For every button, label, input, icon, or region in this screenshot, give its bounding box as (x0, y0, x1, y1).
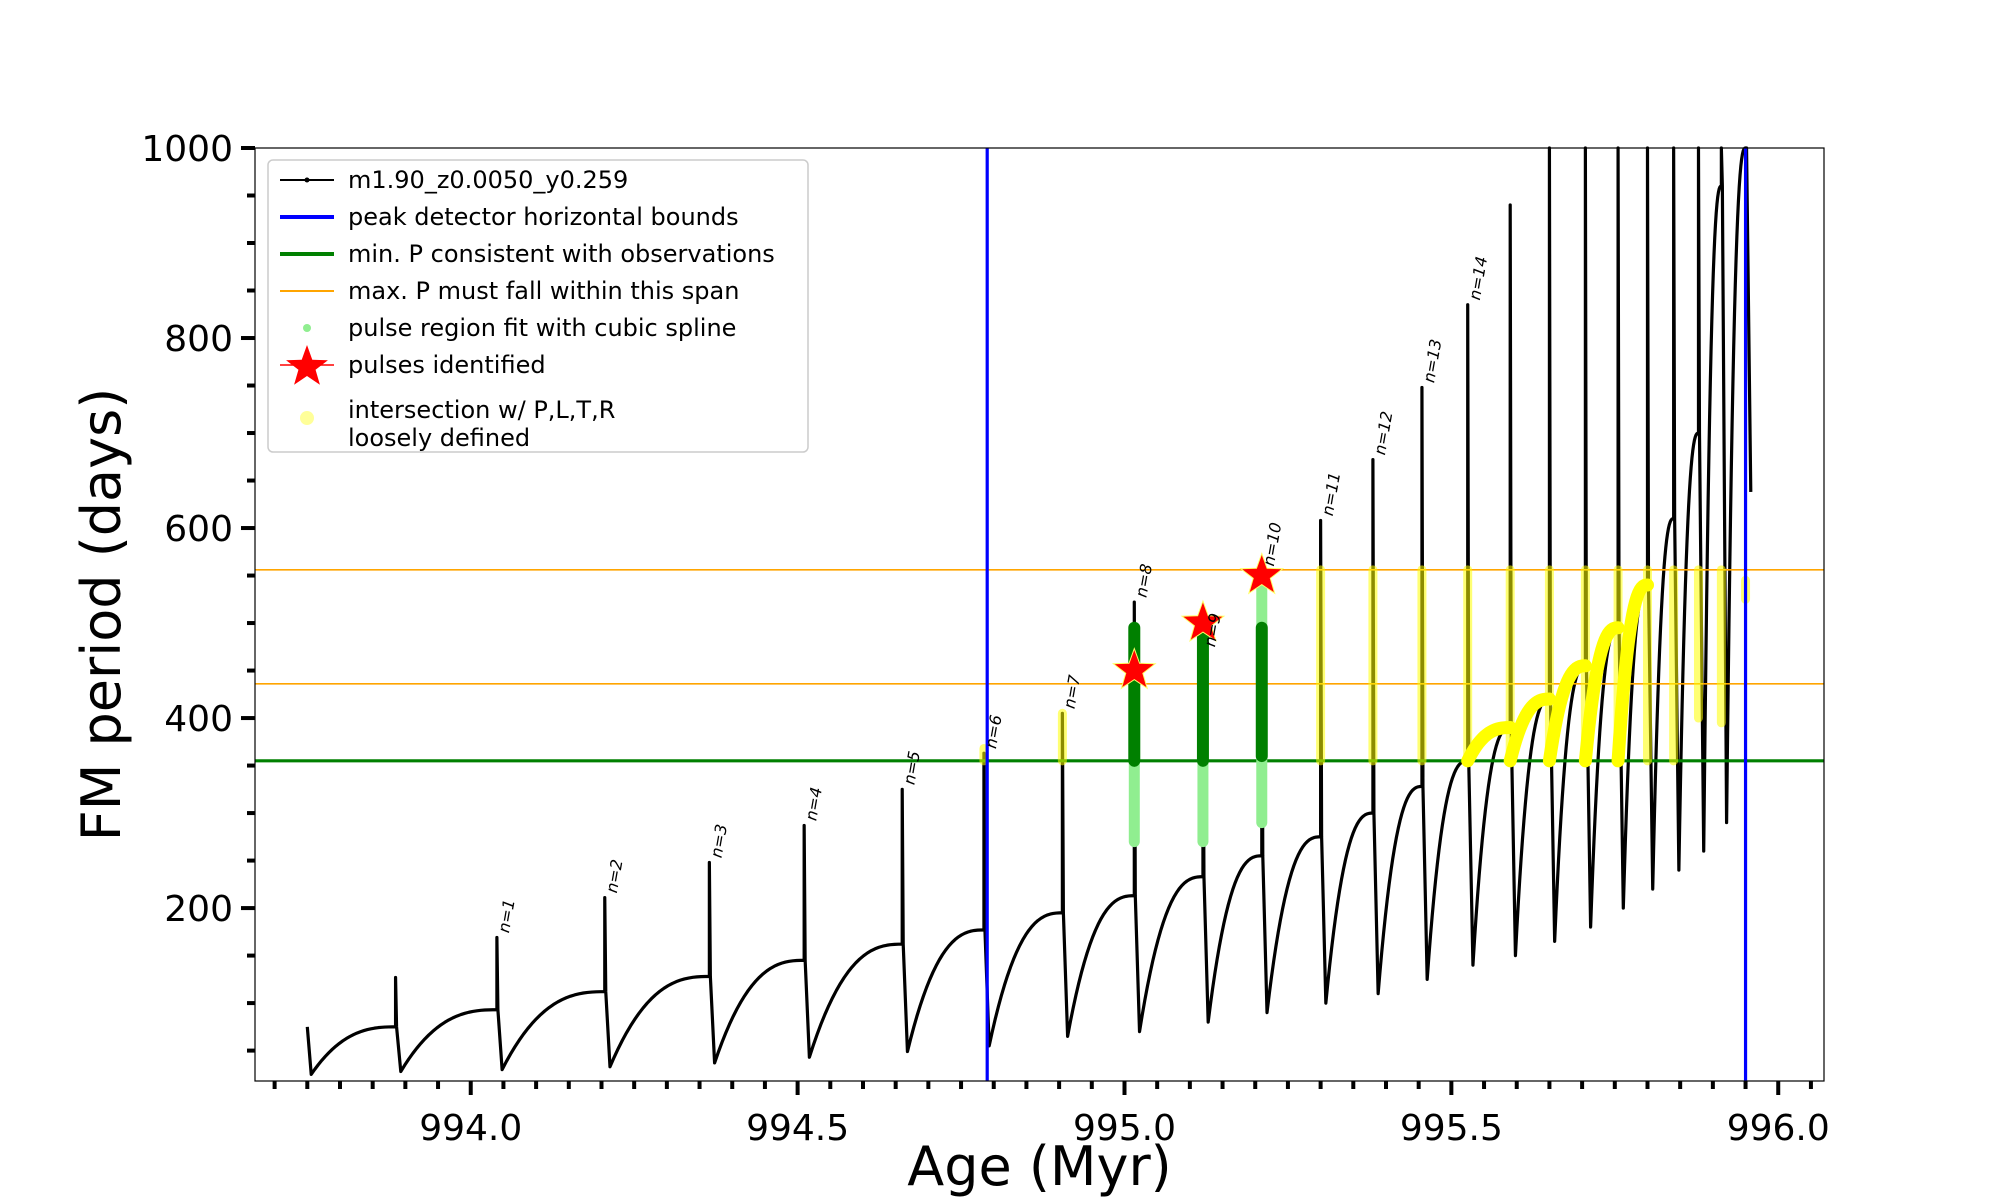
y-axis-title: FM period (days) (70, 388, 133, 842)
legend-handle-dot (303, 324, 311, 332)
pulse-identified-star (1111, 647, 1157, 690)
legend-label: pulse region fit with cubic spline (348, 314, 736, 342)
x-tick-label: 994.0 (419, 1108, 522, 1149)
legend-box (267, 159, 809, 453)
loose-intersection-curve (1503, 692, 1556, 768)
x-tick-label: 994.5 (746, 1108, 849, 1149)
legend-handle-star (286, 345, 328, 385)
legend-handle-circle (300, 411, 314, 425)
x-tick-label: 995.5 (1400, 1108, 1503, 1149)
legend-label: intersection w/ P,L,T,R (348, 396, 615, 424)
legend-handle-dot (304, 177, 310, 183)
loose-intersection-curve (1611, 578, 1654, 768)
y-tick-label: 400 (164, 699, 233, 740)
plot-frame (254, 147, 1825, 1082)
y-tick-label: 200 (164, 889, 233, 930)
loose-intersection-curve (1461, 721, 1517, 768)
axes: 994.0 994.5 995.0 995.5 996.0 200 400 600 800 100… (70, 129, 1830, 1198)
x-tick-label: 995.0 (1073, 1108, 1176, 1149)
legend-label: m1.90_z0.0050_y0.259 (348, 166, 628, 194)
y-tick-label: 800 (164, 319, 233, 360)
loose-intersection-curve (1542, 659, 1592, 768)
pulse-identified-star (1239, 552, 1285, 595)
pulse-identified-star (1180, 599, 1226, 643)
legend-label: max. P must fall within this span (348, 277, 739, 305)
legend-label: peak detector horizontal bounds (348, 203, 739, 231)
legend-label: loosely defined (348, 424, 530, 452)
legend-label: pulses identified (348, 351, 546, 379)
y-tick-label: 600 (164, 509, 233, 550)
x-tick-label: 996.0 (1727, 1108, 1830, 1149)
loose-intersection-curve (1578, 621, 1625, 768)
y-tick-label: 1000 (141, 129, 233, 170)
x-axis-title: Age (Myr) (907, 1135, 1172, 1198)
plot-area: n=1n=2n=3n=4n=5n=6n=7n=8n=9n=10n=11n=12n… (255, 146, 1824, 1081)
legend-label: min. P consistent with observations (348, 240, 775, 268)
